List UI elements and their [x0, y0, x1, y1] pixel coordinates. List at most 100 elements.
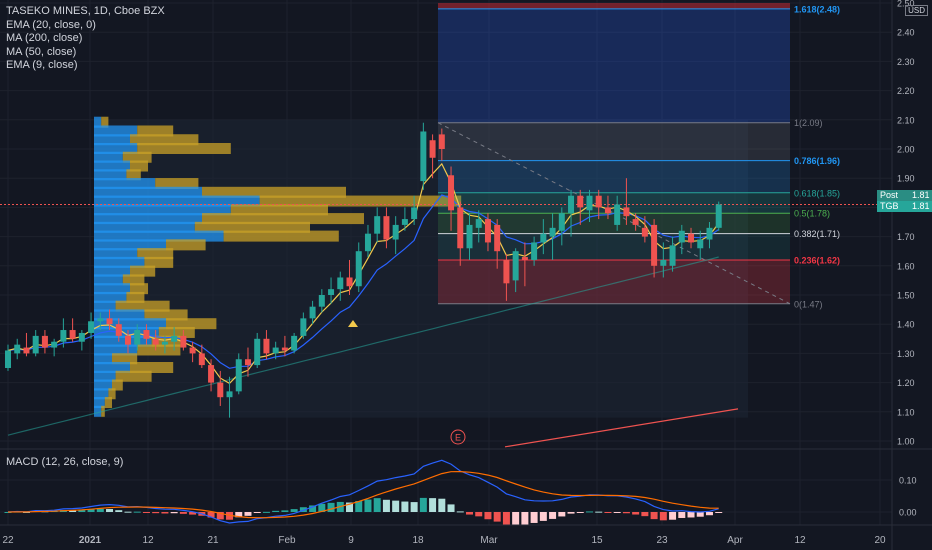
candle-body — [189, 347, 196, 354]
candle-body — [208, 365, 215, 383]
post-value: 1.81 — [910, 190, 932, 201]
candle-body — [180, 335, 187, 348]
profile-bar-up — [94, 239, 166, 251]
fib-zone — [438, 213, 790, 234]
indicator-ma50[interactable]: MA (50, close) — [6, 45, 77, 58]
candle-body — [364, 233, 371, 252]
profile-bar-down — [137, 248, 174, 260]
macd-histogram-bar — [355, 501, 363, 512]
macd-histogram-bar — [346, 502, 354, 512]
price-tick-label: 2.00 — [897, 145, 915, 155]
candle-body — [235, 359, 242, 392]
candle-body — [420, 131, 427, 182]
candle-body — [106, 318, 113, 325]
macd-histogram-bar — [659, 512, 667, 521]
profile-bar-down — [104, 397, 112, 409]
indicator-ema9[interactable]: EMA (9, close) — [6, 59, 78, 71]
candle-body — [651, 224, 658, 266]
profile-bar-up — [94, 379, 112, 391]
price-tick-label: 1.70 — [897, 232, 915, 242]
profile-bar-down — [137, 143, 231, 154]
macd-histogram-bar — [438, 498, 446, 512]
candle-body — [14, 344, 21, 354]
fib-level-label: 1.618(2.48) — [794, 4, 840, 14]
candle-body — [41, 335, 48, 348]
indicator-ema20[interactable]: EMA (20, close, 0) — [6, 18, 96, 31]
macd-tick-label: 0.10 — [899, 476, 917, 486]
profile-bar-down — [137, 344, 181, 356]
candle-body — [632, 219, 639, 225]
profile-bar-down — [130, 134, 199, 146]
time-tick-label: 23 — [656, 535, 668, 546]
macd-histogram-bar — [678, 512, 686, 518]
time-tick-label: 22 — [2, 535, 14, 546]
profile-bar-up — [94, 344, 138, 356]
macd-histogram-bar — [632, 512, 640, 515]
candle-body — [355, 251, 362, 287]
fib-level-label: 0.236(1.62) — [794, 255, 840, 265]
candle-body — [161, 341, 168, 345]
profile-bar-down — [126, 291, 145, 303]
macd-histogram-bar — [696, 512, 704, 517]
price-tick-label: 1.50 — [897, 291, 915, 301]
price-tick-label: 2.30 — [897, 57, 915, 67]
profile-bar-down — [130, 283, 148, 295]
candle-body — [337, 277, 344, 290]
indicator-ma200[interactable]: MA (200, close) — [6, 32, 83, 44]
fib-zone — [438, 259, 790, 304]
macd-histogram-bar — [456, 511, 464, 513]
macd-histogram-bar — [272, 510, 280, 512]
profile-bar-up — [94, 397, 105, 409]
macd-histogram-bar — [327, 502, 335, 512]
candle-body — [660, 259, 667, 266]
profile-bar-up — [94, 221, 195, 233]
profile-bar-down — [130, 362, 174, 373]
fibonacci-retracement[interactable]: 1.618(2.48) 1(2.09) 0.786(1.96) 0.618(1.85)… — [437, 3, 840, 309]
macd-histogram-bar — [96, 508, 104, 512]
profile-bar-up — [94, 326, 159, 338]
moving-averages: E — [0, 162, 892, 448]
earnings-marker-label: E — [455, 433, 461, 443]
profile-bar-up — [94, 125, 138, 137]
fib-level-label: 1(2.09) — [794, 118, 823, 128]
profile-bar-up — [94, 169, 127, 181]
candle-body — [438, 134, 445, 149]
signal-triangle — [348, 320, 358, 327]
candle-body — [715, 204, 722, 228]
macd-histogram-bar — [585, 511, 593, 513]
ma50-line — [7, 256, 719, 436]
profile-bar-down — [144, 309, 188, 321]
macd-histogram-bar — [207, 512, 215, 518]
profile-bar-up — [94, 300, 116, 312]
macd-histogram-bar — [133, 511, 141, 513]
profile-bar-up — [94, 204, 231, 216]
price-tick-label: 2.50 — [897, 0, 915, 9]
candle-body — [134, 330, 141, 345]
candle-body — [678, 230, 685, 243]
candle-body — [503, 259, 510, 284]
fib-level-label: 0.786(1.96) — [794, 156, 840, 166]
candle-body — [521, 257, 528, 260]
time-tick-label: 12 — [794, 535, 806, 546]
macd-histogram-bar — [567, 512, 575, 514]
time-tick-label: 15 — [591, 535, 603, 546]
candle-body — [641, 227, 648, 237]
fib-zone — [438, 192, 790, 214]
candle-body — [604, 207, 611, 214]
profile-bar-up — [94, 151, 123, 163]
profile-bar-down — [112, 353, 138, 365]
profile-bar-down — [115, 300, 170, 312]
fib-trend-line — [437, 122, 791, 305]
symbol-title[interactable]: TASEKO MINES, 1D, Cboe BZX — [6, 5, 165, 17]
macd-legend[interactable]: MACD (12, 26, close, 9) — [6, 456, 124, 468]
candle-body — [614, 204, 621, 225]
macd-histogram-bar — [530, 512, 538, 523]
candle-body — [706, 227, 713, 240]
currency-label[interactable]: USD — [905, 5, 928, 16]
macd-histogram-bar — [521, 512, 529, 525]
candle-body — [217, 382, 224, 398]
candle-body — [60, 330, 67, 342]
macd-histogram-bar — [401, 501, 409, 512]
candle-body — [586, 195, 593, 211]
